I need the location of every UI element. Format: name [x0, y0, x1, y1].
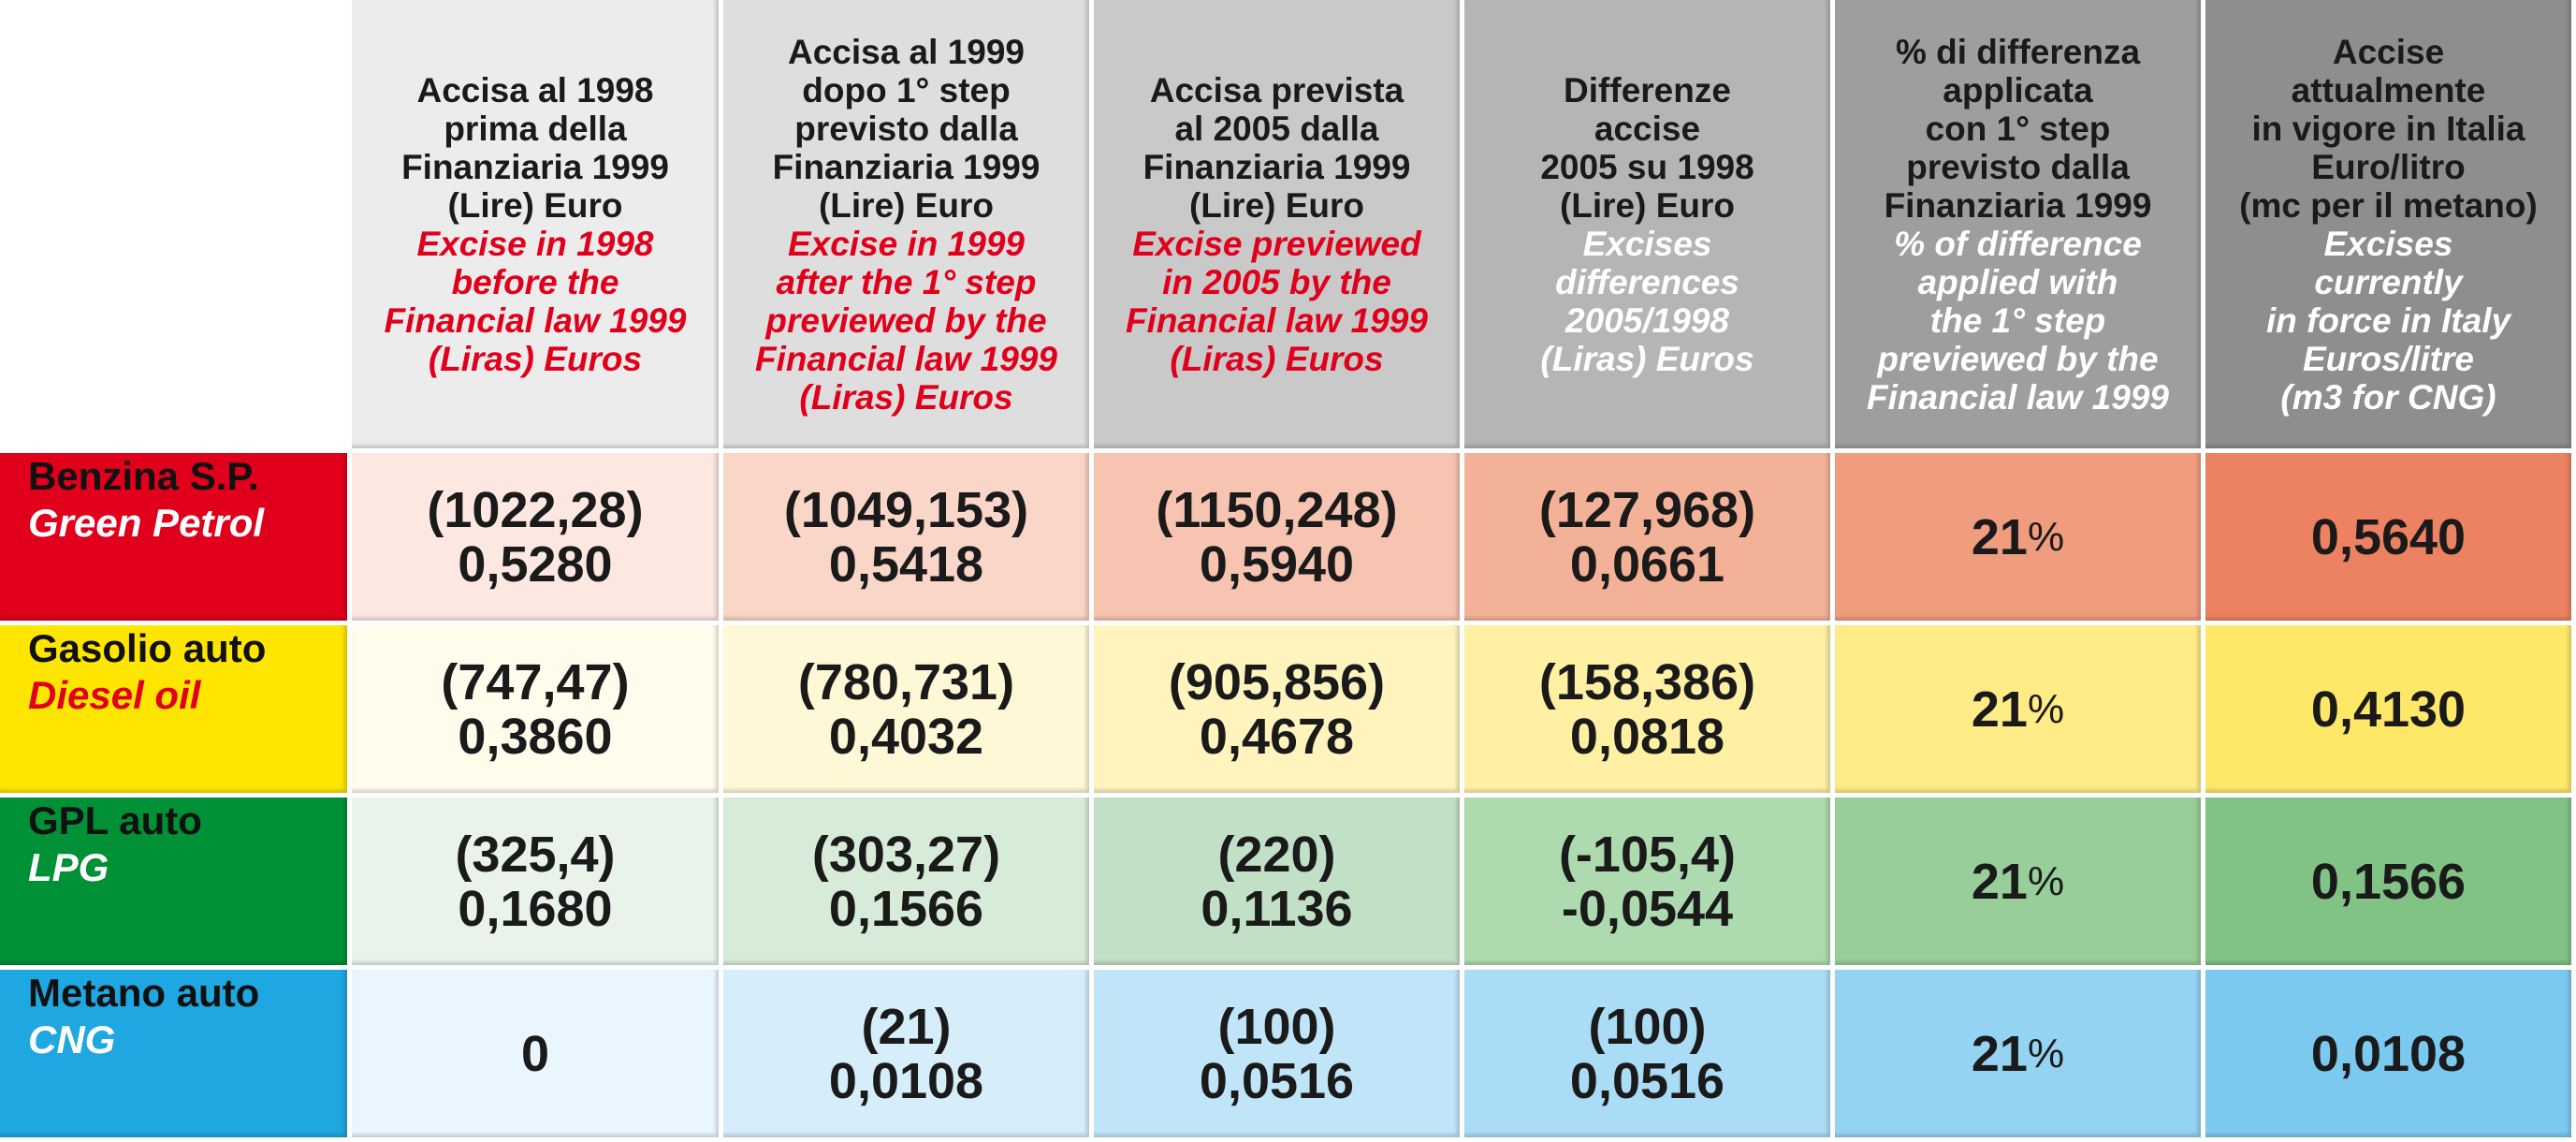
- row-label-lpg: GPL auto LPG: [0, 798, 352, 970]
- current-excise-value: 0,4130: [2310, 681, 2467, 738]
- cell-euro: 0,0516: [1199, 1052, 1355, 1109]
- header-it: Accisa prevista al 2005 dalla Finanziari…: [1142, 70, 1411, 225]
- cell-lire: (303,27): [811, 826, 1001, 883]
- cell-euro: 0,0108: [828, 1052, 984, 1109]
- cell-euro: 0,1566: [828, 880, 984, 937]
- cell-lire: (905,856): [1168, 653, 1386, 710]
- table-cell: (325,4) 0,1680: [352, 798, 723, 970]
- header-excise-1999: Accisa al 1999 dopo 1° step previsto dal…: [723, 0, 1094, 453]
- header-en: Excise in 1999 after the 1° step preview…: [755, 224, 1057, 417]
- current-excise-cell: 0,5640: [2205, 453, 2576, 625]
- row-label-cng: Metano auto CNG: [0, 970, 352, 1142]
- header-it: Accisa al 1998 prima della Finanziaria 1…: [401, 70, 669, 225]
- cell-euro: 0,5940: [1199, 535, 1355, 593]
- header-en: % of difference applied with the 1° step…: [1867, 224, 2169, 417]
- cell-euro: 0,0516: [1569, 1052, 1725, 1109]
- table-cell: (905,856) 0,4678: [1094, 625, 1464, 798]
- header-excise-2005: Accisa prevista al 2005 dalla Finanziari…: [1094, 0, 1464, 453]
- percent-value: 21: [1971, 681, 2028, 738]
- header-en: Excises currently in force in Italy Euro…: [2265, 224, 2511, 417]
- percent-value: 21: [1971, 1025, 2028, 1082]
- table-cell: (-105,4) -0,0544: [1464, 798, 1835, 970]
- cell-euro: 0,0818: [1569, 708, 1725, 765]
- header-en: Excises differences 2005/1998 (Liras) Eu…: [1540, 224, 1754, 378]
- table-cell: (220) 0,1136: [1094, 798, 1464, 970]
- table-cell: (747,47) 0,3860: [352, 625, 723, 798]
- row-label-it: Benzina S.P.: [28, 454, 259, 498]
- table-cell: (1150,248) 0,5940: [1094, 453, 1464, 625]
- header-it: % di differenza applicata con 1° step pr…: [1884, 32, 2152, 225]
- table-cell: (780,731) 0,4032: [723, 625, 1094, 798]
- percent-cell: 21%: [1835, 625, 2205, 798]
- cell-euro: 0,3860: [458, 708, 613, 765]
- current-excise-value: 0,0108: [2310, 1025, 2467, 1082]
- cell-lire: (1022,28): [427, 481, 644, 538]
- header-en: Excise in 1998 before the Financial law …: [384, 224, 687, 378]
- cell-lire: (325,4): [455, 826, 616, 883]
- percent-cell: 21%: [1835, 453, 2205, 625]
- current-excise-cell: 0,4130: [2205, 625, 2576, 798]
- current-excise-cell: 0,1566: [2205, 798, 2576, 970]
- cell-euro: -0,0544: [1561, 880, 1734, 937]
- table-cell: 0: [352, 970, 723, 1142]
- row-label-it: Metano auto: [28, 971, 260, 1015]
- row-label-en: Green Petrol: [28, 501, 265, 545]
- table-cell: (1022,28) 0,5280: [352, 453, 723, 625]
- percent-value: 21: [1971, 853, 2028, 910]
- cell-euro: 0,4032: [828, 708, 984, 765]
- header-it: Accise attualmente in vigore in Italia E…: [2239, 32, 2538, 225]
- row-label-en: CNG: [28, 1018, 116, 1061]
- current-excise-value: 0,5640: [2310, 508, 2467, 565]
- cell-lire: (747,47): [441, 653, 630, 710]
- row-label-en: LPG: [28, 845, 109, 889]
- cell-euro: 0,5280: [458, 535, 613, 593]
- cell-lire: (1049,153): [783, 481, 1029, 538]
- cell-euro: 0,0661: [1569, 535, 1725, 593]
- percent-value: 21: [1971, 508, 2028, 565]
- header-it: Accisa al 1999 dopo 1° step previsto dal…: [772, 32, 1041, 225]
- table-cell: (303,27) 0,1566: [723, 798, 1094, 970]
- table-cell: (1049,153) 0,5418: [723, 453, 1094, 625]
- cell-lire: 0: [520, 1025, 550, 1082]
- cell-lire: (158,386): [1538, 653, 1756, 710]
- table-cell: (100) 0,0516: [1464, 970, 1835, 1142]
- row-label-it: Gasolio auto: [28, 626, 267, 670]
- percent-cell: 21%: [1835, 798, 2205, 970]
- table-corner: [0, 0, 352, 453]
- cell-lire: (-105,4): [1558, 826, 1737, 883]
- percent-sign: %: [2027, 1030, 2065, 1076]
- table-cell: (127,968) 0,0661: [1464, 453, 1835, 625]
- cell-lire: (100): [1588, 998, 1707, 1055]
- current-excise-cell: 0,0108: [2205, 970, 2576, 1142]
- row-label-it: GPL auto: [28, 798, 202, 842]
- current-excise-value: 0,1566: [2310, 853, 2467, 910]
- cell-lire: (220): [1217, 826, 1336, 883]
- header-excise-1998: Accisa al 1998 prima della Finanziaria 1…: [352, 0, 723, 453]
- table-cell: (100) 0,0516: [1094, 970, 1464, 1142]
- cell-lire: (127,968): [1538, 481, 1756, 538]
- percent-cell: 21%: [1835, 970, 2205, 1142]
- percent-sign: %: [2027, 513, 2065, 560]
- cell-euro: 0,1680: [458, 880, 613, 937]
- cell-euro: 0,4678: [1199, 708, 1355, 765]
- header-excise-differences: Differenze accise 2005 su 1998 (Lire) Eu…: [1464, 0, 1835, 453]
- row-label-en: Diesel oil: [28, 673, 201, 717]
- header-percent-difference: % di differenza applicata con 1° step pr…: [1835, 0, 2205, 453]
- header-en: Excise previewed in 2005 by the Financia…: [1126, 224, 1428, 378]
- cell-lire: (1150,248): [1156, 481, 1398, 538]
- percent-sign: %: [2027, 857, 2065, 904]
- cell-euro: 0,1136: [1201, 880, 1353, 937]
- cell-lire: (780,731): [797, 653, 1015, 710]
- cell-lire: (100): [1217, 998, 1336, 1055]
- table-cell: (21) 0,0108: [723, 970, 1094, 1142]
- percent-sign: %: [2027, 685, 2065, 732]
- row-label-green-petrol: Benzina S.P. Green Petrol: [0, 453, 352, 625]
- cell-euro: 0,5418: [828, 535, 984, 593]
- row-label-diesel-oil: Gasolio auto Diesel oil: [0, 625, 352, 798]
- table-cell: (158,386) 0,0818: [1464, 625, 1835, 798]
- cell-lire: (21): [861, 998, 952, 1055]
- header-it: Differenze accise 2005 su 1998 (Lire) Eu…: [1540, 70, 1754, 225]
- header-current-excises: Accise attualmente in vigore in Italia E…: [2205, 0, 2576, 453]
